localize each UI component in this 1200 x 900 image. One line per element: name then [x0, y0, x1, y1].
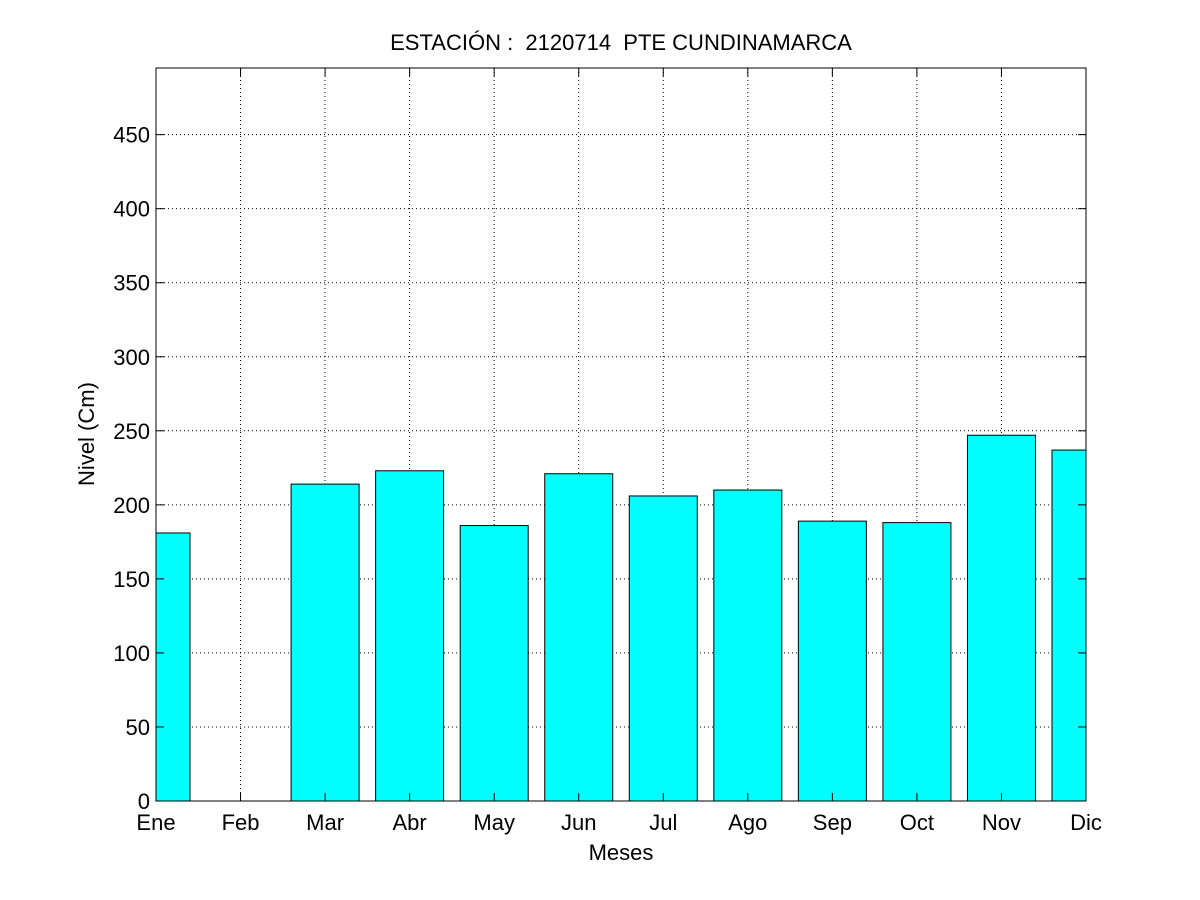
y-tick-label: 150 — [113, 567, 150, 592]
y-tick-label: 300 — [113, 345, 150, 370]
y-tick-label: 0 — [138, 789, 150, 814]
bar-nov — [966, 434, 1036, 801]
y-tick-label: 250 — [113, 419, 150, 444]
bars — [156, 434, 1086, 801]
y-tick-label: 50 — [126, 715, 150, 740]
bar-mar — [290, 483, 360, 801]
bar-ago — [713, 489, 783, 801]
x-tick-label: Jun — [561, 810, 596, 835]
x-tick-label: Abr — [393, 810, 427, 835]
y-axis-label: Nivel (Cm) — [74, 382, 99, 486]
bar-jul — [628, 495, 698, 801]
x-tick-label: Feb — [222, 810, 260, 835]
x-tick-label: Jul — [649, 810, 677, 835]
x-axis-label: Meses — [589, 840, 654, 865]
x-tick-label: Mar — [306, 810, 344, 835]
bar-abr — [375, 470, 445, 801]
bar-ene — [156, 532, 191, 801]
x-tick-label: Ago — [728, 810, 767, 835]
y-tick-label: 450 — [113, 123, 150, 148]
bar-jun — [544, 473, 614, 801]
bar-oct — [882, 522, 952, 801]
bar-sep — [797, 520, 867, 801]
grid-lines — [156, 68, 1086, 801]
x-tick-label: Nov — [982, 810, 1021, 835]
x-tick-label: Ene — [136, 810, 175, 835]
x-tick-label: Sep — [813, 810, 852, 835]
bar-dic — [1051, 449, 1086, 801]
x-tick-label: May — [473, 810, 515, 835]
bar-may — [459, 525, 529, 801]
axis-ticks — [155, 68, 1087, 802]
y-tick-label: 350 — [113, 271, 150, 296]
plot-frame — [155, 67, 1087, 802]
x-tick-label: Dic — [1070, 810, 1102, 835]
y-tick-labels: 0 50 100 150 200 250 300 350 400 450 — [113, 123, 150, 814]
y-tick-label: 100 — [113, 641, 150, 666]
x-tick-label: Oct — [900, 810, 934, 835]
y-tick-label: 400 — [113, 197, 150, 222]
x-tick-labels: Ene Feb Mar Abr May Jun Jul Ago Sep Oct Nov Dic — [136, 810, 1101, 835]
y-tick-label: 200 — [113, 493, 150, 518]
chart-title: ESTACIÓN : 2120714 PTE CUNDINAMARCA — [390, 30, 852, 55]
